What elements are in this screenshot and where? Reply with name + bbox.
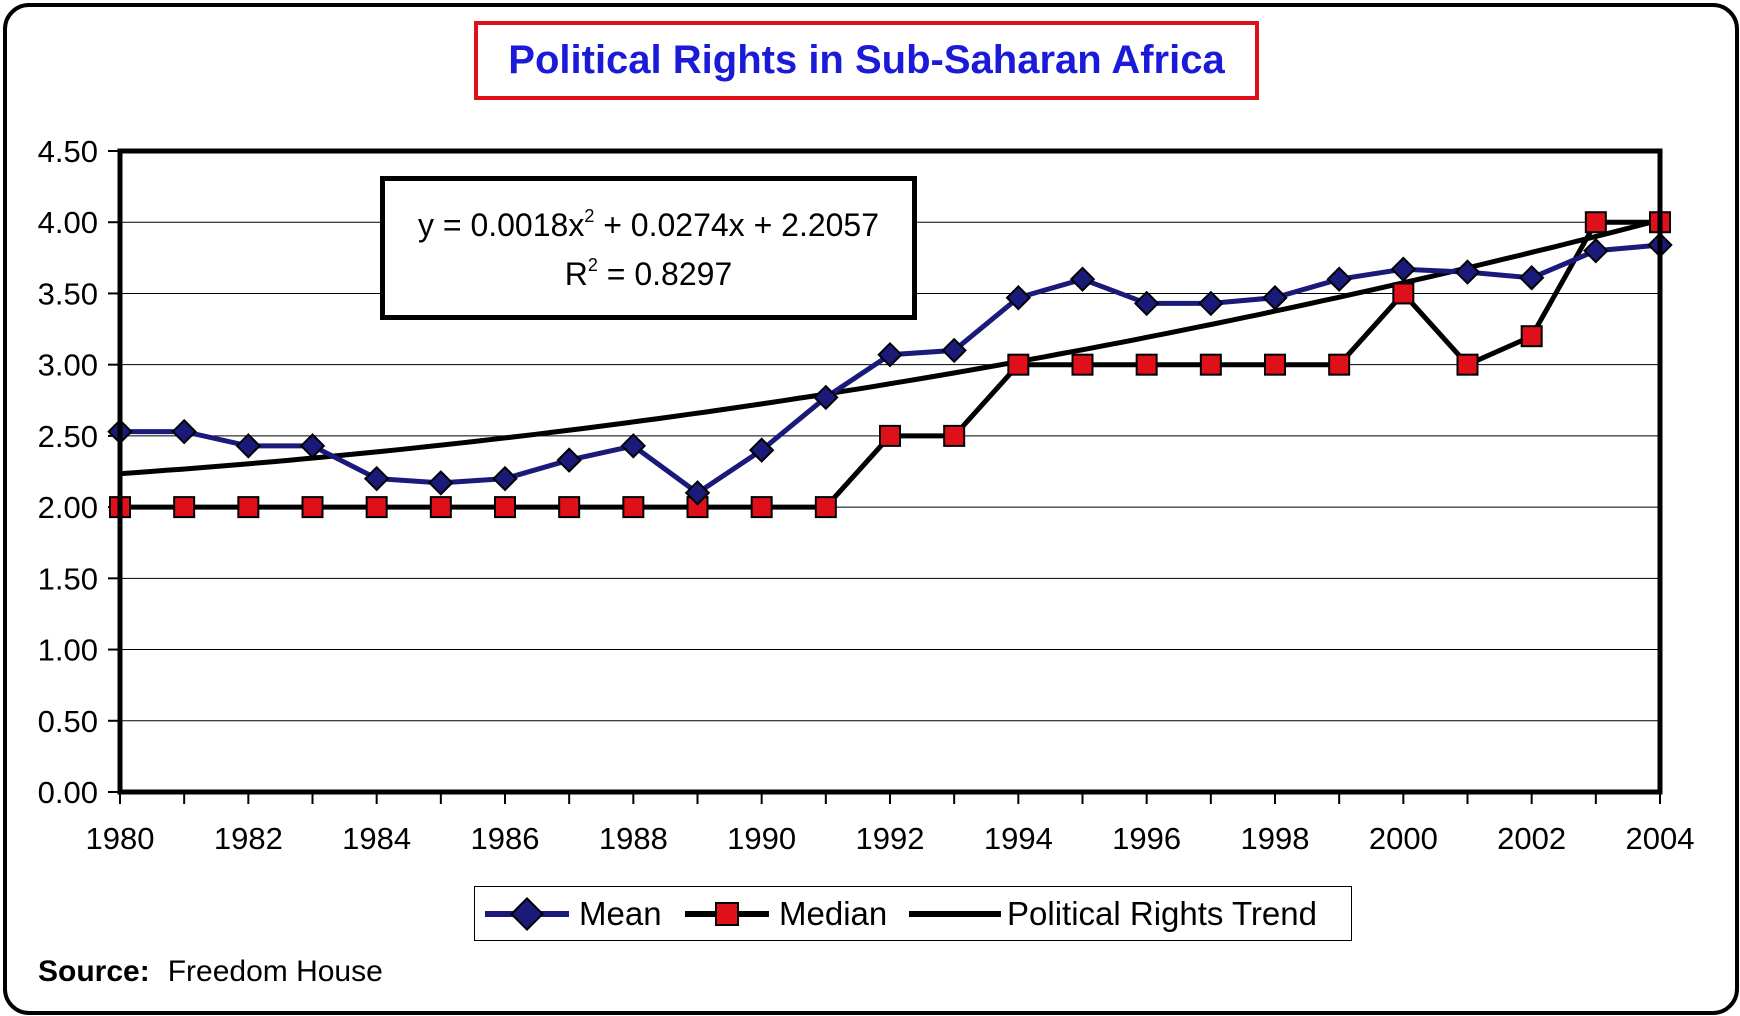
y-tick-label: 1.00 — [38, 633, 98, 668]
y-tick-label: 0.00 — [38, 775, 98, 810]
x-tick-label: 2004 — [1626, 821, 1695, 856]
mean-point — [1390, 256, 1417, 282]
x-tick-label: 1994 — [984, 821, 1053, 856]
mean-point — [556, 447, 582, 473]
median-point — [879, 424, 901, 447]
mean-point — [877, 341, 903, 368]
mean-point — [941, 337, 967, 364]
y-tick-label: 2.50 — [38, 419, 98, 454]
legend-median-marker — [715, 902, 739, 926]
x-tick-label: 2000 — [1369, 821, 1438, 856]
trendline-equation-box: y = 0.0018x2 + 0.0274x + 2.2057 R2 = 0.8… — [380, 176, 917, 320]
legend: Mean Median Political Rights Trend — [474, 886, 1352, 941]
mean-point — [1005, 284, 1032, 311]
median-point — [1264, 353, 1286, 376]
title-box: Political Rights in Sub-Saharan Africa — [474, 21, 1259, 100]
source-text: Freedom House — [167, 955, 383, 988]
y-tick-label: 4.50 — [38, 134, 98, 169]
x-tick-label: 1992 — [856, 821, 925, 856]
legend-label-median: Median — [779, 895, 888, 932]
mean-point — [748, 437, 775, 463]
x-tick-label: 1988 — [599, 821, 668, 856]
y-tick-label: 2.00 — [38, 490, 98, 525]
legend-label-trend: Political Rights Trend — [1007, 895, 1317, 932]
median-point — [1456, 353, 1479, 376]
y-axis-ticks: 0.00 0.50 1.00 1.50 2.00 2.50 3.00 3.50 4.00 4.50 — [38, 134, 120, 810]
mean-point — [813, 384, 839, 411]
legend-swatches — [485, 897, 1001, 931]
x-tick-label: 1986 — [471, 821, 540, 856]
mean-point — [299, 433, 326, 459]
legend-label-mean: Mean — [579, 895, 662, 932]
mean-point — [235, 433, 262, 459]
median-point — [365, 496, 388, 519]
median-point — [1392, 282, 1415, 305]
y-tick-label: 0.50 — [38, 704, 98, 739]
mean-point — [1583, 237, 1609, 264]
x-tick-label: 1998 — [1241, 821, 1310, 856]
r-squared-text: R2 = 0.8297 — [564, 255, 733, 292]
mean-point — [428, 470, 454, 496]
source-note: Source: Freedom House — [38, 955, 383, 989]
median-point — [1199, 353, 1222, 376]
y-tick-label: 3.00 — [38, 348, 98, 383]
y-tick-label: 1.50 — [38, 561, 98, 596]
mean-point — [684, 480, 711, 506]
equation-text: y = 0.0018x2 + 0.0274x + 2.2057 — [417, 206, 880, 243]
source-label: Source: — [38, 955, 150, 988]
x-axis-ticks: 1980 1982 1984 1986 1988 1990 1992 1994 1996 1998… — [86, 792, 1695, 856]
median-point — [750, 496, 773, 519]
median-point — [1520, 325, 1543, 348]
mean-point — [1326, 266, 1352, 292]
mean-point — [171, 418, 197, 445]
median-point — [1007, 353, 1030, 376]
mean-point — [1069, 266, 1096, 292]
median-point — [622, 496, 645, 519]
x-tick-label: 1980 — [86, 821, 155, 856]
mean-point — [492, 465, 518, 492]
median-point — [814, 496, 837, 519]
x-tick-label: 1982 — [214, 821, 283, 856]
x-tick-label: 1984 — [342, 821, 411, 856]
legend-mean-marker — [510, 897, 544, 931]
mean-point — [1198, 290, 1224, 317]
y-tick-label: 3.50 — [38, 276, 98, 311]
median-point — [558, 496, 581, 519]
median-point — [494, 496, 516, 519]
x-tick-label: 2002 — [1497, 821, 1566, 856]
median-point — [1584, 211, 1607, 234]
median-point — [943, 424, 966, 447]
median-point — [1135, 353, 1158, 376]
plot-area-border — [117, 148, 1663, 795]
x-tick-label: 1996 — [1112, 821, 1181, 856]
median-point — [173, 496, 196, 519]
mean-point — [1262, 284, 1288, 311]
mean-point — [1454, 259, 1481, 285]
chart-title: Political Rights in Sub-Saharan Africa — [508, 38, 1225, 82]
mean-point — [363, 465, 390, 492]
mean-point — [1518, 265, 1545, 291]
median-point — [237, 496, 260, 519]
mean-point — [1133, 290, 1160, 317]
median-point — [1071, 353, 1094, 376]
median-point — [429, 496, 452, 519]
median-point — [1328, 353, 1351, 376]
median-point — [301, 496, 324, 519]
y-tick-label: 4.00 — [38, 205, 98, 240]
x-tick-label: 1990 — [727, 821, 796, 856]
mean-point — [620, 433, 647, 459]
